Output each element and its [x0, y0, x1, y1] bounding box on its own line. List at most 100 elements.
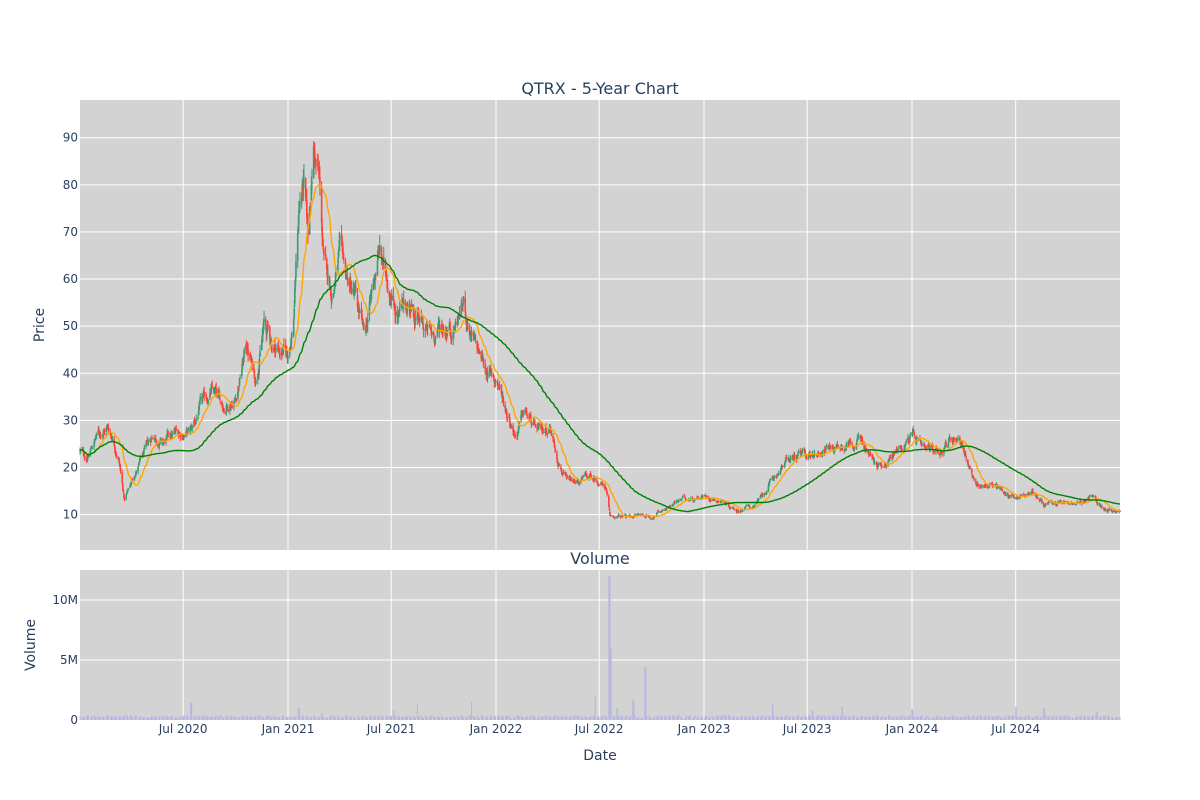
- volume-bar: [522, 716, 524, 720]
- candle-body: [441, 327, 443, 329]
- volume-bar: [317, 718, 319, 720]
- candle-body: [994, 484, 997, 486]
- candle-body: [518, 421, 521, 424]
- candle-body: [534, 423, 537, 428]
- candle-body: [322, 247, 325, 250]
- candle-body: [298, 206, 301, 211]
- volume-bar: [405, 717, 407, 720]
- price-plot-area: [80, 100, 1120, 550]
- volume-bar: [438, 717, 440, 720]
- volume-bar: [265, 715, 267, 720]
- candle-body: [678, 499, 680, 501]
- volume-bar: [544, 715, 546, 720]
- price-y-tick-label: 50: [63, 319, 78, 333]
- volume-bar: [94, 718, 96, 720]
- candle-body: [800, 452, 803, 454]
- volume-bar: [118, 716, 120, 720]
- volume-bar: [235, 718, 237, 720]
- candle-body: [321, 237, 324, 247]
- volume-bar: [760, 715, 762, 720]
- candle-body: [877, 466, 879, 468]
- volume-bar: [860, 715, 862, 720]
- candle-body: [532, 424, 534, 426]
- volume-bar: [1060, 716, 1062, 720]
- candle-body: [1030, 492, 1033, 494]
- volume-bar: [106, 715, 108, 720]
- volume-bar: [174, 718, 176, 720]
- candle-body: [477, 347, 480, 353]
- candle-body: [416, 315, 419, 318]
- candle-body: [1025, 494, 1027, 496]
- volume-bar: [418, 716, 420, 720]
- candle-body: [107, 425, 109, 427]
- volume-bar: [287, 716, 289, 720]
- volume-bar: [634, 715, 636, 720]
- volume-bar: [1059, 716, 1061, 720]
- candle-body: [666, 507, 668, 509]
- volume-bar: [205, 716, 207, 720]
- volume-bar: [102, 716, 104, 720]
- volume-bar: [797, 718, 799, 720]
- volume-bar: [392, 710, 394, 720]
- candle-body: [369, 299, 371, 302]
- candle-body: [218, 391, 220, 393]
- volume-bar: [1112, 717, 1114, 720]
- candle-body: [857, 437, 859, 439]
- candle-body: [348, 281, 351, 285]
- candle-body: [237, 386, 240, 392]
- volume-bar: [981, 718, 983, 720]
- volume-bar: [262, 717, 264, 720]
- volume-bar: [864, 718, 866, 720]
- candle-body: [508, 417, 511, 423]
- volume-bar: [909, 717, 911, 720]
- candle-body: [118, 459, 121, 464]
- candle-body: [410, 309, 412, 313]
- volume-bar: [645, 715, 647, 720]
- candle-body: [909, 435, 912, 438]
- candle-body: [460, 304, 463, 317]
- volume-bar: [137, 718, 139, 720]
- volume-bar: [961, 716, 963, 720]
- volume-bar: [171, 715, 173, 720]
- volume-bar: [992, 717, 994, 720]
- candle-body: [370, 291, 372, 295]
- volume-bar: [769, 718, 771, 720]
- volume-bar: [705, 718, 707, 720]
- volume-bar: [109, 717, 111, 720]
- volume-bar: [741, 717, 743, 720]
- candle-body: [474, 335, 476, 337]
- candle-body: [386, 282, 388, 288]
- volume-bar: [810, 715, 812, 720]
- volume-bar: [478, 718, 480, 720]
- candle-body: [675, 500, 678, 503]
- volume-bar: [824, 716, 826, 720]
- volume-bar: [307, 716, 309, 720]
- volume-bar: [217, 716, 219, 720]
- volume-bar: [744, 715, 746, 720]
- candle-body: [400, 303, 403, 308]
- volume-bar: [274, 716, 276, 720]
- volume-bar: [648, 718, 650, 720]
- candle-body: [195, 419, 198, 421]
- volume-bar: [286, 716, 288, 720]
- volume-bar: [789, 718, 791, 720]
- candle-body: [656, 512, 659, 514]
- candle-body: [270, 342, 272, 343]
- volume-bar: [505, 718, 507, 720]
- volume-bar: [301, 718, 303, 720]
- candle-body: [93, 441, 96, 448]
- candle-body: [262, 322, 265, 331]
- volume-bar: [221, 715, 223, 720]
- volume-bar: [901, 715, 903, 720]
- candle-body: [712, 500, 714, 501]
- volume-bar: [574, 715, 576, 720]
- volume-bar: [430, 716, 432, 720]
- candle-body: [1116, 511, 1119, 512]
- volume-bar: [303, 718, 305, 720]
- volume-bar: [1017, 716, 1019, 720]
- volume-bar: [173, 718, 175, 720]
- candle-body: [871, 457, 874, 458]
- price-y-tick-label: 90: [63, 131, 78, 145]
- volume-bar: [382, 717, 384, 720]
- candle-body: [229, 406, 231, 411]
